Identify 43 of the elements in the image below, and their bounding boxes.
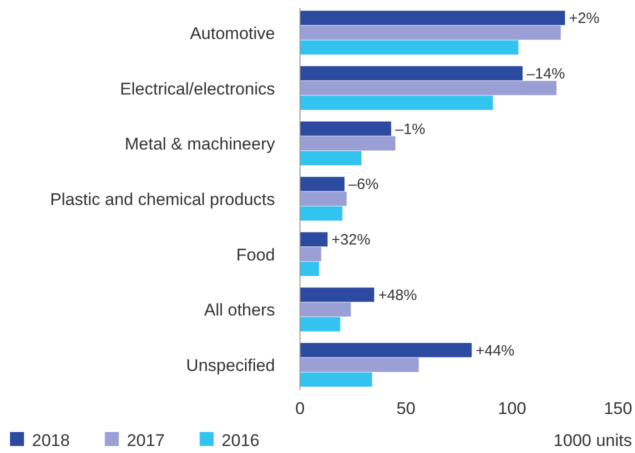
x-tick-label: 50 <box>396 399 416 418</box>
bar <box>300 136 396 151</box>
bar <box>300 342 472 358</box>
annotation: +32% <box>332 232 370 249</box>
bar <box>300 192 347 206</box>
y-tick-label: Automotive <box>190 24 275 43</box>
legend-label: 2018 <box>32 431 70 450</box>
y-tick-label: Food <box>236 245 275 264</box>
bar <box>300 302 351 317</box>
bar <box>300 358 419 372</box>
x-tick-label: 0 <box>295 399 305 418</box>
bar <box>300 96 493 110</box>
y-tick-label: Metal & machineery <box>124 134 276 154</box>
annotation: +44% <box>476 342 515 360</box>
y-tick-label: All others <box>204 300 275 320</box>
annotation: +2% <box>569 10 600 28</box>
x-axis-title: 1000 units <box>554 431 632 450</box>
bar <box>300 121 392 136</box>
bar <box>300 176 345 192</box>
x-tick-label: 100 <box>498 399 526 418</box>
bar <box>300 40 518 55</box>
y-tick-label: Electrical/electronics <box>120 79 275 98</box>
y-tick-label: Unspecified <box>186 356 275 376</box>
bar <box>300 288 374 302</box>
bar <box>300 80 557 96</box>
bar <box>300 246 322 262</box>
bar <box>300 372 372 387</box>
legend-label: 2016 <box>222 431 260 450</box>
x-tick-label: 150 <box>604 399 632 418</box>
bar <box>300 66 523 80</box>
legend-label: 2017 <box>126 431 165 450</box>
annotation: +48% <box>378 286 417 304</box>
bar <box>300 232 328 246</box>
annotation: –6% <box>348 176 379 194</box>
bar <box>300 10 565 26</box>
bar <box>300 317 340 332</box>
annotation: –1% <box>395 120 426 138</box>
bar <box>300 262 320 276</box>
bar <box>300 151 362 166</box>
y-tick-label: Plastic and chemical products <box>50 190 275 209</box>
annotation: –14% <box>526 66 565 83</box>
bar <box>300 206 342 221</box>
bar <box>300 26 561 40</box>
